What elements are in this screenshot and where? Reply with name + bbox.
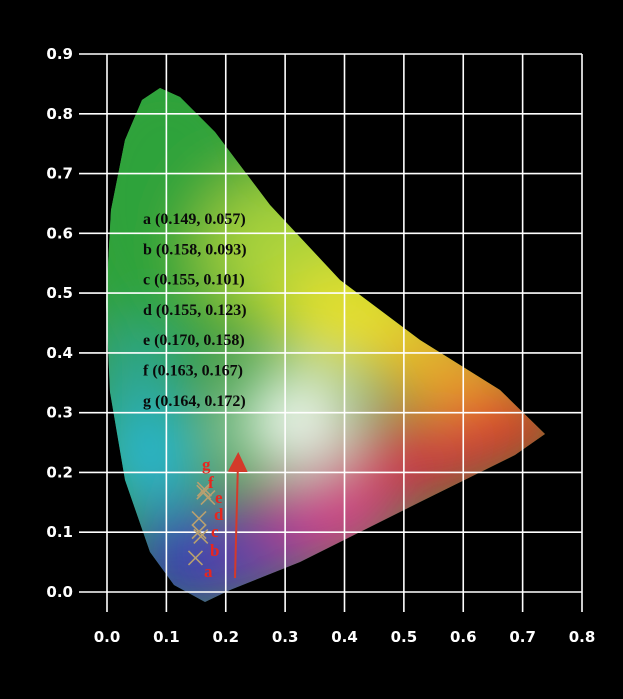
grid-lines xyxy=(79,53,583,612)
point-letter-a: a xyxy=(204,562,213,581)
point-letter-e: e xyxy=(215,488,223,507)
coord-label-c: c (0.155, 0.101) xyxy=(143,272,245,289)
x-tick-label: 0.7 xyxy=(509,628,536,646)
data-points xyxy=(187,481,216,566)
point-marker-a xyxy=(187,550,204,566)
coord-label-e: e (0.170, 0.158) xyxy=(143,332,245,349)
spectral-locus xyxy=(106,88,545,602)
y-tick-label: 0.7 xyxy=(46,165,73,183)
coord-label-f: f (0.163, 0.167) xyxy=(143,363,243,380)
point-marker-g xyxy=(196,481,212,497)
y-tick-label: 0.2 xyxy=(46,463,73,481)
point-marker-d xyxy=(191,510,207,527)
coordinate-list: a (0.149, 0.057) b (0.158, 0.093) c (0.155… xyxy=(143,211,247,410)
x-tick-label: 0.6 xyxy=(450,628,477,646)
x-axis-tick-labels: 0.0 0.1 0.2 0.3 0.4 0.5 0.6 0.7 0.8 xyxy=(94,628,596,646)
coord-label-d: d (0.155, 0.123) xyxy=(143,302,247,319)
x-tick-label: 0.1 xyxy=(153,628,180,646)
x-tick-label: 0.2 xyxy=(212,628,239,646)
point-letter-g: g xyxy=(202,455,211,474)
y-axis-tick-labels: 0.0 0.1 0.2 0.3 0.4 0.5 0.6 0.7 0.8 0.9 xyxy=(46,45,73,601)
point-letter-d: d xyxy=(214,505,224,524)
x-tick-label: 0.4 xyxy=(331,628,358,646)
y-tick-label: 0.4 xyxy=(46,344,73,362)
coord-label-g: g (0.164, 0.172) xyxy=(143,393,246,410)
x-tick-label: 0.3 xyxy=(272,628,299,646)
x-tick-label: 0.0 xyxy=(94,628,121,646)
point-marker-c xyxy=(191,524,207,540)
point-letter-b: b xyxy=(210,541,219,560)
y-tick-label: 0.9 xyxy=(46,45,73,63)
coord-label-b: b (0.158, 0.093) xyxy=(143,241,247,258)
coord-label-a: a (0.149, 0.057) xyxy=(143,211,246,228)
y-tick-label: 0.3 xyxy=(46,404,73,422)
x-tick-label: 0.8 xyxy=(569,628,596,646)
y-tick-label: 0.8 xyxy=(46,105,73,123)
y-tick-label: 0.0 xyxy=(46,583,73,601)
trend-arrow xyxy=(227,452,248,579)
point-letter-f: f xyxy=(208,473,214,492)
y-tick-label: 0.5 xyxy=(46,284,73,302)
point-marker-f xyxy=(196,484,212,500)
point-marker-b xyxy=(193,528,209,544)
x-tick-label: 0.5 xyxy=(391,628,418,646)
point-letter-c: c xyxy=(211,522,219,541)
y-tick-label: 0.6 xyxy=(46,224,73,242)
y-tick-label: 0.1 xyxy=(46,523,73,541)
